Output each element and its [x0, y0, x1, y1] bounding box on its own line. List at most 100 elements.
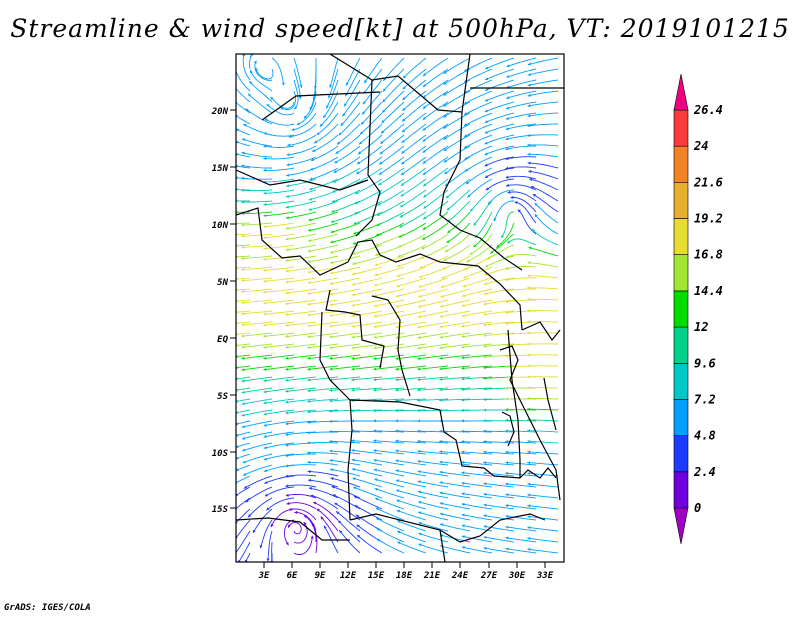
streamline-arrow	[285, 389, 289, 393]
streamline-arrow	[461, 324, 465, 328]
streamline-arrow	[374, 293, 377, 297]
streamline	[465, 167, 493, 185]
colorbar-label: 12	[694, 320, 708, 334]
streamline-arrow	[527, 124, 531, 128]
streamline	[439, 513, 471, 521]
streamline	[395, 321, 427, 328]
streamline	[255, 67, 274, 80]
streamline-arrow	[461, 481, 465, 485]
colorbar-label: 16.8	[694, 248, 723, 262]
colorbar-label: 2.4	[693, 465, 716, 479]
streamline	[375, 517, 405, 532]
streamline	[329, 354, 361, 360]
streamline	[483, 451, 515, 455]
streamline-arrow	[263, 157, 267, 161]
streamline-arrow	[264, 469, 268, 472]
streamline	[241, 332, 273, 337]
streamline-arrow	[329, 356, 333, 360]
streamline	[417, 376, 449, 381]
streamline-arrow	[328, 95, 331, 99]
streamline-arrow	[263, 247, 267, 250]
streamline-arrow	[329, 399, 333, 403]
streamline	[286, 156, 317, 166]
streamline	[527, 275, 559, 279]
streamline	[329, 409, 361, 412]
streamline-arrow	[441, 275, 445, 279]
streamline	[417, 343, 449, 349]
streamline	[483, 299, 515, 305]
streamline	[527, 79, 559, 87]
streamline-arrow	[351, 439, 355, 443]
streamline	[309, 167, 339, 181]
lon-tick-label: 21E	[423, 571, 441, 581]
streamline-arrow	[395, 398, 399, 402]
streamline	[417, 365, 449, 370]
lat-tick-label: 5S	[217, 392, 228, 402]
streamline-arrow	[241, 345, 245, 349]
streamline	[285, 266, 317, 272]
streamline-arrow	[422, 116, 426, 120]
streamline	[484, 134, 515, 145]
lat-tick-label: 10N	[212, 221, 229, 231]
streamline-arrow	[417, 388, 421, 392]
streamline	[505, 526, 537, 532]
streamline-arrow	[308, 207, 312, 211]
streamline	[505, 483, 537, 488]
streamline	[529, 178, 559, 191]
streamline	[506, 68, 537, 78]
streamline-arrow	[484, 130, 488, 134]
streamline-arrow	[307, 420, 311, 424]
streamline-arrow	[354, 495, 358, 499]
streamline	[443, 145, 471, 163]
streamline-arrow	[483, 525, 487, 529]
map-title: Streamline & wind speed[kt] at 500hPa, V…	[10, 14, 790, 43]
streamline	[373, 430, 405, 433]
streamline-arrow	[373, 367, 377, 371]
streamline	[461, 546, 493, 554]
streamline-arrow	[483, 503, 487, 507]
streamline-arrow	[461, 546, 465, 550]
streamline	[527, 408, 559, 411]
streamline-arrow	[351, 449, 355, 453]
streamline	[422, 57, 449, 77]
streamline-arrow	[307, 345, 311, 349]
streamline	[352, 477, 383, 488]
streamline	[338, 529, 361, 554]
streamline-arrow	[316, 132, 320, 135]
streamline-arrow	[443, 125, 447, 129]
streamline-arrow	[316, 508, 320, 512]
lat-tick-label: 15N	[212, 164, 229, 174]
streamline-arrow	[263, 457, 267, 461]
streamline-arrow	[418, 501, 422, 504]
streamline	[378, 167, 405, 186]
colorbar-swatch	[673, 109, 689, 147]
streamline-arrow	[264, 481, 268, 484]
streamline-arrow	[373, 325, 377, 329]
streamline-arrow	[307, 460, 311, 464]
streamline-arrow	[419, 265, 423, 269]
streamline	[377, 178, 405, 196]
streamline	[463, 123, 493, 138]
streamline	[351, 288, 383, 296]
streamline	[422, 167, 449, 187]
streamline	[461, 321, 493, 327]
streamline-arrow	[375, 497, 379, 501]
streamline	[469, 189, 493, 212]
streamline-arrow	[483, 366, 487, 370]
streamline-arrow	[263, 312, 267, 316]
streamline-arrow	[396, 509, 400, 513]
streamline	[417, 387, 449, 391]
streamline	[285, 398, 317, 403]
streamline-arrow	[329, 84, 333, 88]
streamline-arrow	[423, 216, 427, 220]
streamline-arrow	[353, 486, 357, 490]
streamline-arrow	[418, 522, 422, 525]
streamline	[527, 162, 559, 169]
streamline	[463, 101, 493, 116]
streamline	[351, 409, 383, 412]
streamline	[401, 134, 427, 154]
streamline	[331, 485, 361, 499]
streamline-arrow	[417, 398, 421, 402]
streamline	[285, 244, 317, 251]
streamline	[286, 167, 317, 177]
